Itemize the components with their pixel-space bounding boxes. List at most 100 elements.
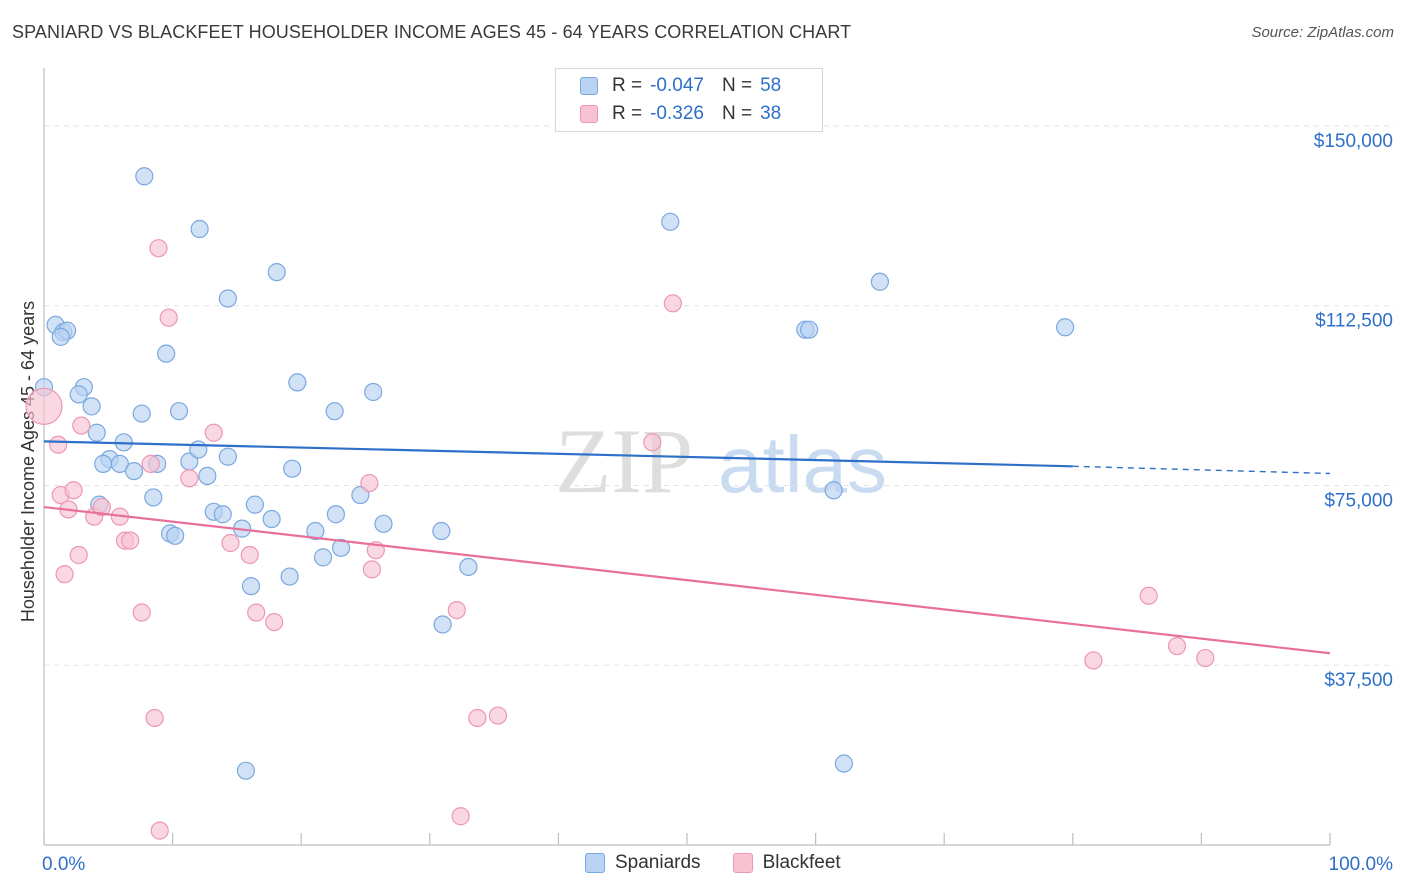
blackfeet-point [1196, 648, 1215, 668]
spaniard-point [306, 521, 325, 541]
spaniard-point [870, 272, 890, 291]
spaniard-point [262, 509, 281, 529]
spaniard-point [326, 505, 346, 524]
legend-item-blackfeet[interactable]: Blackfeet [732, 852, 841, 874]
spaniards-trend-line [43, 440, 1073, 468]
spaniard-point [189, 440, 208, 459]
blackfeet-point [49, 435, 68, 454]
blackfeet-trend-line [43, 505, 1331, 655]
series-legend: Spaniards Blackfeet [585, 852, 873, 874]
blackfeet-point [149, 239, 168, 258]
y-tick-label: $75,000 [1324, 490, 1393, 511]
spaniard-point [331, 538, 351, 557]
blackfeet-point [240, 545, 259, 565]
blackfeet-point [64, 481, 83, 500]
spaniard-point [834, 754, 853, 773]
x-tick-label-max: 100.0% [1329, 854, 1394, 875]
spaniard-point [280, 567, 299, 586]
watermark-zip: ZIP [555, 410, 693, 512]
blackfeet-point [247, 603, 266, 622]
spaniard-point [69, 385, 88, 404]
blackfeet-point [25, 387, 63, 425]
blackfeet-point [663, 294, 682, 313]
blackfeet-point [451, 807, 470, 826]
spaniard-point [82, 397, 101, 416]
blackfeet-point [145, 708, 164, 728]
blackfeet-point [72, 416, 91, 435]
spaniard-point [51, 327, 70, 346]
spaniard-point [190, 219, 209, 239]
spaniard-point [1055, 318, 1075, 337]
y-axis-title: Householder Income Ages 45 - 64 years [18, 301, 38, 622]
blackfeet-point [362, 560, 382, 579]
blackfeet-points [25, 239, 1215, 840]
blackfeet-point [447, 601, 466, 620]
blackfeet-point [1167, 636, 1187, 656]
correlation-legend: R = -0.047 N = 58 R = -0.326 N = 38 [555, 68, 823, 132]
spaniard-point [364, 382, 383, 402]
spaniard-point [157, 344, 176, 363]
spaniard-point [132, 404, 151, 423]
spaniards-trend-extension [1072, 465, 1331, 475]
blackfeet-point [204, 423, 223, 442]
spaniard-point [288, 373, 307, 392]
blackfeet-swatch-icon [580, 105, 598, 123]
spaniard-point [800, 320, 819, 339]
y-tick-label: $112,500 [1315, 311, 1393, 332]
spaniard-point [433, 615, 452, 634]
blackfeet-legend-icon [732, 853, 753, 873]
x-tick-label-min: 0.0% [42, 854, 85, 875]
legend-row-spaniards: R = -0.047 N = 58 [580, 73, 799, 99]
n-value-blackfeet: 38 [760, 103, 782, 124]
n-label: N = [721, 103, 753, 124]
r-value-spaniards: -0.047 [650, 75, 704, 96]
spaniard-point [661, 212, 680, 231]
blackfeet-point [488, 706, 508, 725]
legend-item-spaniards[interactable]: Spaniards [585, 852, 701, 874]
blackfeet-point [1139, 586, 1158, 605]
blackfeet-point [643, 433, 662, 452]
spaniard-point [325, 402, 344, 421]
spaniard-point [236, 761, 256, 780]
spaniard-point [213, 505, 232, 524]
spaniard-point [218, 289, 237, 308]
spaniard-point [267, 263, 286, 282]
spaniard-point [135, 167, 154, 186]
source-label: Source: ZipAtlas.com [1251, 24, 1394, 41]
spaniard-point [218, 447, 237, 466]
spaniard-point [459, 557, 478, 577]
r-label: R = [612, 75, 643, 96]
spaniards-swatch-icon [580, 77, 598, 95]
chart-title: SPANIARD VS BLACKFEET HOUSEHOLDER INCOME… [12, 22, 852, 42]
blackfeet-point [92, 497, 111, 517]
blackfeet-point [159, 308, 178, 327]
legend-row-blackfeet: R = -0.326 N = 38 [580, 101, 799, 127]
spaniard-point [124, 461, 144, 481]
blackfeet-point [360, 473, 379, 493]
watermark-atlas: atlas [718, 420, 887, 509]
blackfeet-point [121, 531, 140, 550]
spaniard-point [432, 521, 451, 541]
blackfeet-point [468, 708, 487, 728]
blackfeet-point [69, 545, 88, 565]
spaniard-point [283, 459, 302, 478]
spaniards-legend-icon [585, 853, 605, 873]
spaniard-point [313, 548, 333, 567]
spaniard-point [94, 454, 113, 473]
legend-label-blackfeet: Blackfeet [762, 852, 841, 873]
spaniard-point [166, 526, 185, 545]
spaniard-point [245, 495, 265, 514]
y-tick-label: $150,000 [1314, 131, 1393, 152]
blackfeet-point [1084, 651, 1103, 670]
r-value-blackfeet: -0.326 [650, 103, 704, 124]
n-value-spaniards: 58 [760, 75, 782, 96]
spaniard-point [198, 466, 217, 485]
spaniard-point [374, 514, 393, 533]
n-label: N = [721, 75, 753, 96]
blackfeet-point [221, 533, 240, 553]
blackfeet-point [150, 821, 169, 840]
spaniard-point [87, 423, 106, 442]
spaniard-point [241, 577, 261, 596]
blackfeet-point [55, 565, 74, 584]
